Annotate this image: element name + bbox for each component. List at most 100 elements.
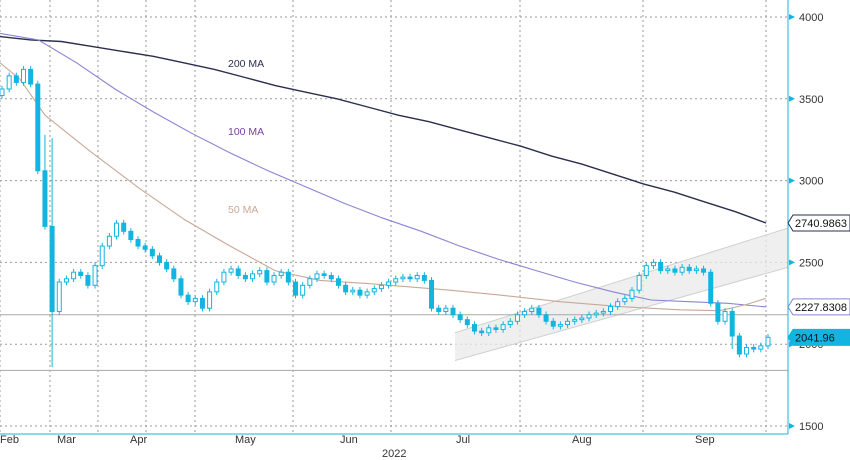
candle-body: [557, 324, 563, 327]
last-value-label: 2041.96: [795, 332, 835, 344]
candle-body: [429, 279, 435, 309]
candle-body: [701, 268, 707, 273]
candle-body: [185, 294, 191, 303]
candle-body: [56, 281, 62, 312]
candle-body: [228, 268, 234, 273]
candle-body: [479, 330, 485, 334]
candle-body: [665, 268, 671, 272]
moving-averages: [0, 32, 767, 312]
x-tick-label: May: [235, 434, 256, 446]
candle-body: [278, 271, 284, 276]
candle-body: [543, 314, 549, 322]
candle-body: [744, 346, 750, 355]
candle-body: [300, 284, 306, 296]
x-tick-label: Jul: [456, 434, 470, 446]
candle-body: [171, 268, 177, 280]
ma-label-50-ma: 50 MA: [228, 204, 258, 216]
candle-body: [443, 307, 449, 312]
candle-body: [135, 238, 141, 247]
candle-body: [378, 284, 384, 290]
candle-body: [350, 289, 356, 293]
grid-layer: [0, 0, 788, 434]
candle-body: [579, 317, 585, 321]
x-tick-label: Apr: [130, 434, 147, 446]
candle-body: [393, 278, 399, 283]
candle-body: [636, 274, 642, 291]
candle-body: [436, 307, 442, 312]
y-axis: 150020002500300035004000: [787, 0, 823, 434]
candle-body: [736, 335, 742, 355]
candle-body: [106, 235, 112, 247]
candle-body: [6, 75, 12, 90]
last-value-tags: 2740.9863 2227.8308 2041.96: [787, 214, 850, 346]
y-tick-marker: [789, 14, 795, 20]
candle-body: [99, 245, 105, 267]
candle-body: [729, 310, 735, 337]
y-tick-label: 4000: [799, 12, 823, 24]
candle-body: [364, 291, 370, 296]
trend-channel: [454, 227, 789, 362]
ma-annotations: 200 MA 100 MA 50 MA: [228, 58, 264, 216]
ma-label-100-ma: 100 MA: [228, 126, 264, 138]
ma-label-200-ma: 200 MA: [228, 58, 264, 70]
ma-line-50-ma: [0, 62, 767, 312]
candle-body: [622, 297, 628, 303]
candle-body: [658, 261, 664, 272]
candle-body: [464, 319, 470, 326]
candle-body: [257, 270, 263, 275]
candle-body: [242, 274, 248, 280]
candle-body: [214, 281, 220, 293]
candle-body: [92, 265, 98, 286]
candle-body: [486, 327, 492, 334]
candle-body: [164, 261, 170, 270]
candle-body: [293, 281, 299, 296]
candle-body: [643, 265, 649, 276]
candle-body: [672, 268, 678, 273]
candle-body: [514, 314, 520, 322]
candle-body: [343, 284, 349, 293]
candle-body: [693, 268, 699, 272]
candle-body: [307, 278, 313, 286]
ma-line-200-ma: [0, 35, 767, 224]
x-axis-year-label: 2022: [382, 448, 406, 460]
candle-body: [207, 291, 213, 309]
x-tick-label: Jun: [340, 434, 358, 446]
candle-body: [471, 324, 477, 332]
candle-body: [335, 278, 341, 286]
candle-body: [457, 314, 463, 321]
candle-body: [572, 319, 578, 322]
candle-body: [593, 312, 599, 316]
last-value-tag-100-ma: [787, 298, 850, 316]
candle-body: [536, 307, 542, 316]
candle-body: [199, 297, 205, 309]
candle-body: [142, 245, 148, 250]
channel-lower-line: [454, 266, 789, 362]
candle-body: [708, 271, 714, 304]
candle-body: [386, 281, 392, 286]
candle-body: [421, 274, 427, 281]
candle-body: [629, 289, 635, 299]
candle-body: [156, 255, 162, 263]
candle-body: [235, 268, 241, 276]
candle-body: [20, 68, 26, 83]
last-value-label: 2227.8308: [795, 302, 847, 314]
x-tick-label: Feb: [0, 434, 19, 446]
candle-body: [149, 248, 155, 257]
candle-body: [63, 278, 69, 283]
candle-body: [751, 346, 757, 350]
candle-body: [264, 270, 270, 283]
candle-body: [78, 271, 84, 276]
candle-body: [529, 307, 535, 312]
candle-body: [500, 324, 506, 330]
candle-body: [407, 276, 413, 280]
candle-body: [765, 336, 771, 347]
candle-body: [357, 289, 363, 296]
candle-body: [285, 271, 291, 283]
candle-body: [600, 310, 606, 314]
candle-body: [28, 68, 34, 85]
horizontal-levels: [0, 314, 788, 371]
candle-body: [586, 314, 592, 319]
candle-body: [321, 273, 327, 276]
candles: [0, 66, 771, 368]
